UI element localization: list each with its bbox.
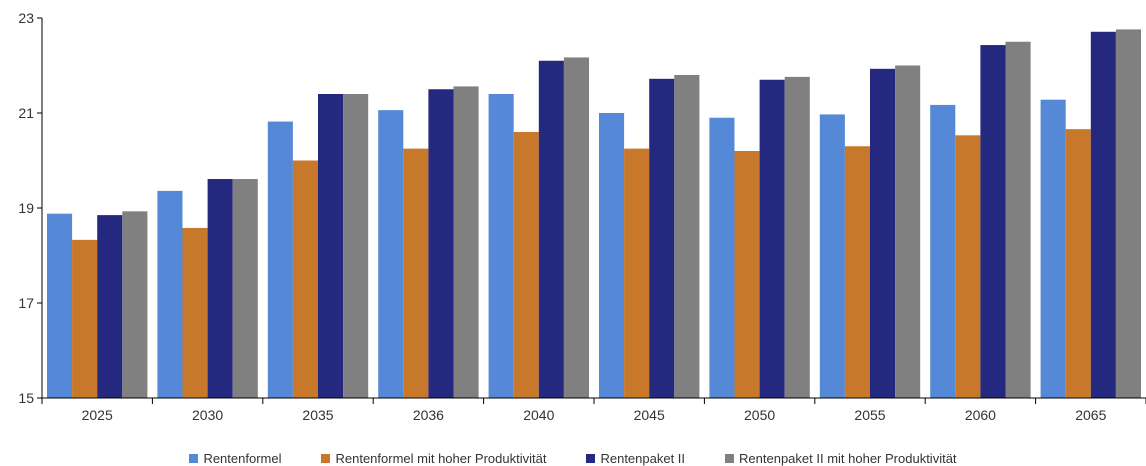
bar-2060-series-1 [930, 104, 956, 399]
bars-layer [47, 29, 1141, 399]
bar-2040-series-4 [563, 57, 589, 399]
bar-2035-series-1 [267, 121, 293, 399]
bar-2045-series-1 [599, 113, 625, 398]
bar-2055-series-2 [844, 146, 870, 398]
bar-2036-series-3 [428, 89, 454, 398]
bar-2060-series-3 [980, 45, 1006, 398]
bar-2040-series-1 [488, 94, 514, 398]
legend-swatch-3 [586, 453, 596, 463]
bar-2030-series-1 [157, 190, 183, 398]
legend-label-3: Rentenpaket II [600, 450, 686, 466]
bar-2025-series-3 [97, 215, 123, 398]
x-tick-label-2025: 2025 [82, 407, 113, 423]
y-tick-label-23: 23 [18, 10, 34, 26]
legend-item-4: Rentenpaket II mit hoher Produktivität [725, 451, 957, 466]
x-tick-label-2050: 2050 [744, 407, 775, 423]
legend-item-3: Rentenpaket II [586, 451, 685, 466]
bar-2065-series-2 [1065, 129, 1091, 398]
bar-2030-series-2 [182, 227, 208, 398]
bar-2060-series-4 [1005, 41, 1031, 398]
y-tick-label-15: 15 [18, 390, 34, 406]
bar-2055-series-3 [870, 68, 896, 398]
x-tick-label-2045: 2045 [634, 407, 665, 423]
bar-2065-series-1 [1040, 99, 1066, 398]
y-tick-label-19: 19 [18, 200, 34, 216]
axes-layer: 15 17 19 21 23 2025 2030 2035 2036 2040 2045 2050 20… [18, 10, 1146, 423]
x-tick-label-2030: 2030 [192, 407, 223, 423]
bar-2035-series-2 [292, 160, 318, 398]
bar-chart: 15 17 19 21 23 2025 2030 2035 2036 2040 2045 2050 20… [18, 10, 1146, 423]
bar-2055-series-4 [895, 65, 921, 398]
bar-2065-series-3 [1090, 31, 1116, 399]
x-tick-label-2035: 2035 [302, 407, 333, 423]
x-tick-label-2060: 2060 [965, 407, 996, 423]
bar-2050-series-1 [709, 117, 735, 398]
bar-2036-series-1 [378, 110, 404, 399]
bar-2035-series-3 [318, 94, 344, 398]
legend-label-1: Rentenformel [203, 450, 282, 466]
legend-swatch-2 [321, 453, 331, 463]
y-tick-label-17: 17 [18, 295, 34, 311]
bar-2025-series-1 [47, 213, 73, 398]
legend: Rentenformel Rentenformel mit hoher Produ… [0, 450, 1146, 466]
bar-2025-series-2 [72, 239, 98, 398]
bar-2045-series-3 [649, 78, 675, 399]
bar-2045-series-4 [674, 75, 700, 398]
x-tick-label-2040: 2040 [523, 407, 554, 423]
legend-swatch-4 [725, 453, 735, 463]
x-tick-label-2065: 2065 [1075, 407, 1106, 423]
legend-item-1: Rentenformel [189, 451, 281, 466]
bar-2050-series-4 [784, 76, 810, 399]
legend-item-2: Rentenformel mit hoher Produktivität [321, 451, 546, 466]
bar-2036-series-2 [403, 148, 429, 399]
legend-label-4: Rentenpaket II mit hoher Produktivität [739, 450, 957, 466]
bar-2065-series-4 [1115, 29, 1141, 399]
bar-2025-series-4 [122, 211, 148, 398]
legend-label-2: Rentenformel mit hoher Produktivität [335, 450, 547, 466]
bar-2050-series-3 [759, 79, 785, 398]
bar-2036-series-4 [453, 86, 479, 399]
bar-2035-series-4 [343, 94, 369, 398]
bar-2045-series-2 [624, 148, 650, 399]
bar-2040-series-3 [538, 60, 564, 398]
bar-2060-series-2 [955, 135, 981, 398]
legend-swatch-1 [189, 453, 199, 463]
bar-2055-series-1 [819, 114, 845, 399]
x-tick-label-2036: 2036 [413, 407, 444, 423]
bar-2030-series-4 [232, 179, 258, 398]
bar-2030-series-3 [207, 179, 233, 398]
y-tick-label-21: 21 [18, 105, 34, 121]
bar-2040-series-2 [513, 132, 539, 398]
bar-2050-series-2 [734, 151, 760, 398]
x-tick-label-2055: 2055 [854, 407, 885, 423]
